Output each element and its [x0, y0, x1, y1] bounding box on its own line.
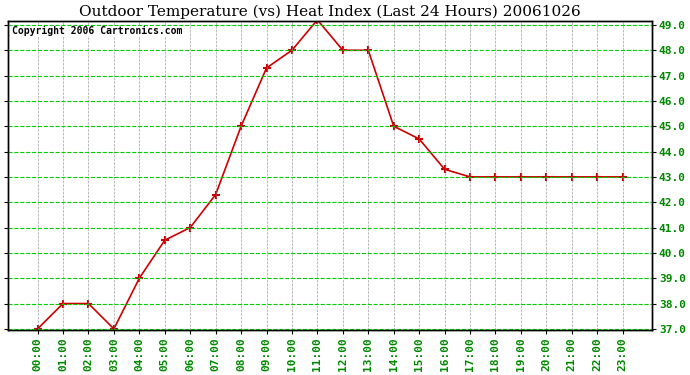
Text: Copyright 2006 Cartronics.com: Copyright 2006 Cartronics.com	[12, 26, 182, 36]
Title: Outdoor Temperature (vs) Heat Index (Last 24 Hours) 20061026: Outdoor Temperature (vs) Heat Index (Las…	[79, 4, 581, 18]
